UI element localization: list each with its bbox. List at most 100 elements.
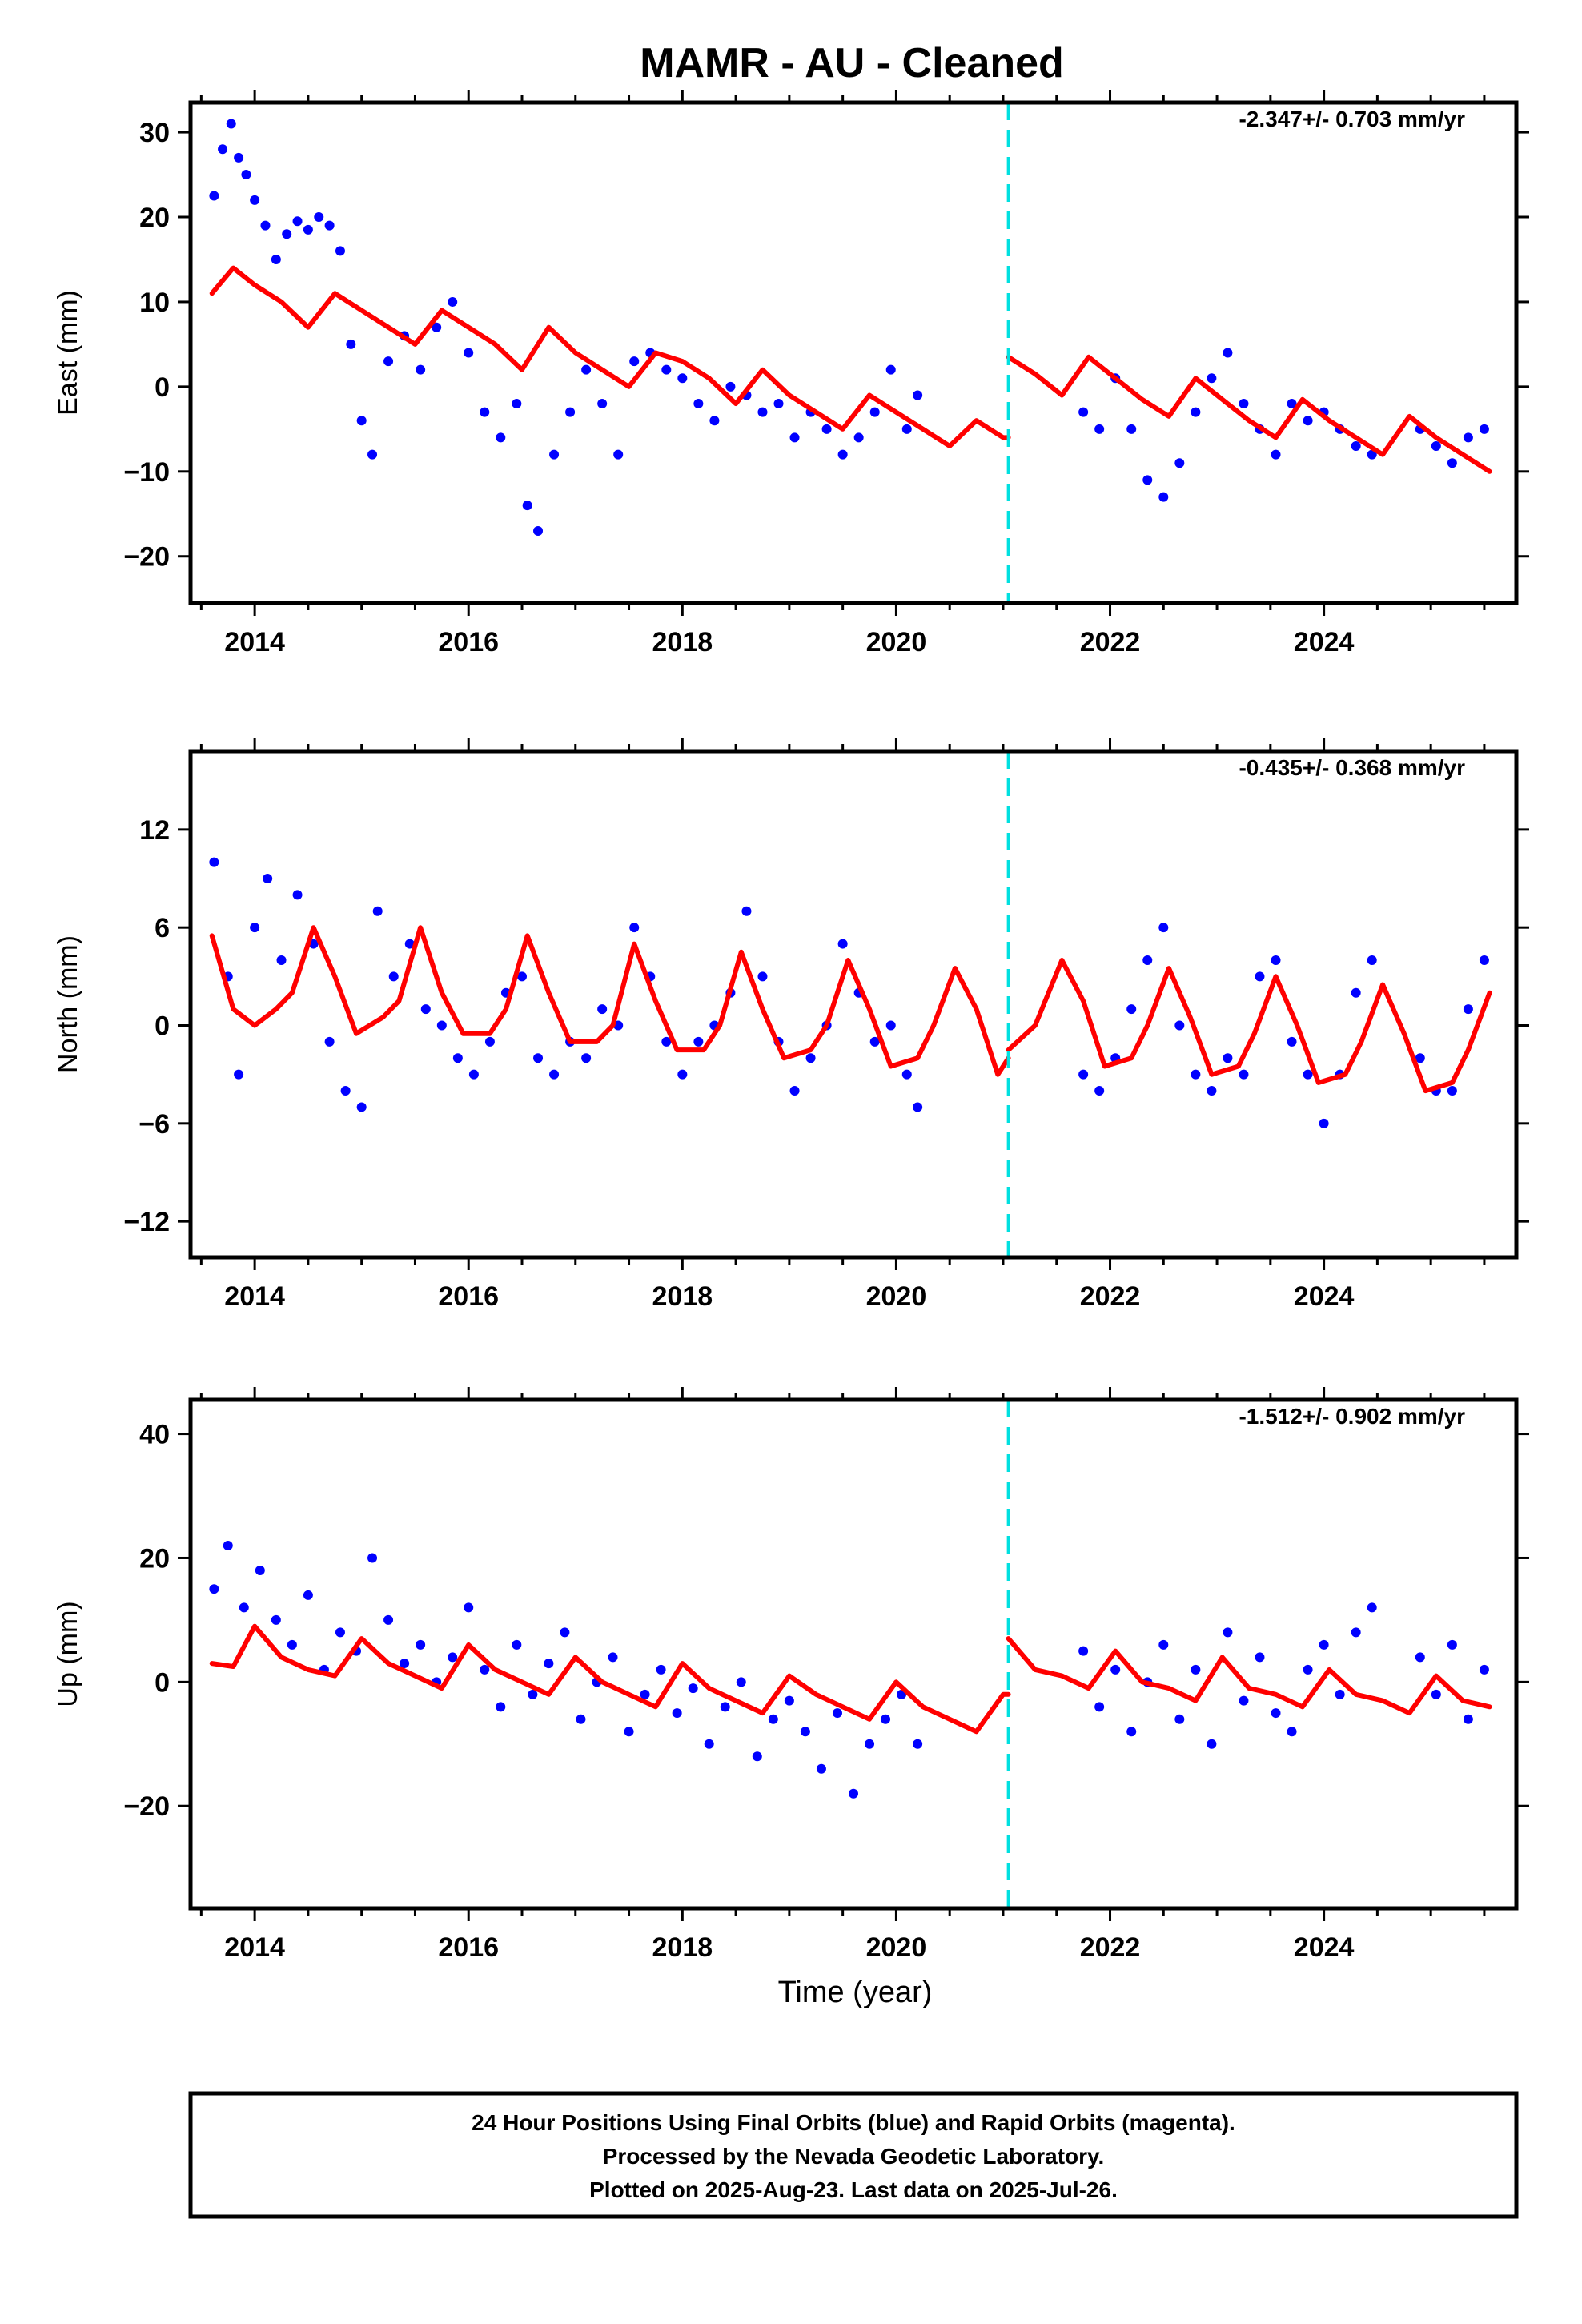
data-point <box>287 1639 297 1650</box>
data-point <box>324 1036 335 1047</box>
data-point <box>1094 1702 1105 1712</box>
data-point <box>356 416 367 426</box>
data-point <box>1271 955 1281 965</box>
data-point <box>276 955 287 965</box>
data-point <box>757 407 768 417</box>
model-line <box>1006 1636 1492 1716</box>
data-point <box>1191 1069 1201 1080</box>
data-point <box>292 890 303 900</box>
data-point <box>1351 441 1361 452</box>
data-point <box>672 1708 682 1719</box>
y-tick-label: 20 <box>139 1543 170 1574</box>
data-point <box>528 1689 538 1699</box>
data-point <box>1207 1739 1217 1749</box>
data-point <box>1223 1627 1233 1638</box>
data-point <box>1207 373 1217 384</box>
data-point <box>303 224 313 235</box>
x-tick-label: 2024 <box>1294 1932 1355 1963</box>
data-point <box>1463 1714 1473 1724</box>
data-point <box>480 1664 490 1675</box>
data-point <box>1351 1627 1361 1638</box>
velocity-rate-label: -1.512+/- 0.902 mm/yr <box>1239 1404 1465 1429</box>
data-point <box>1415 1053 1425 1063</box>
data-point <box>1158 492 1169 502</box>
footer-line-3: Plotted on 2025-Aug-23. Last data on 202… <box>589 2177 1118 2202</box>
data-point <box>853 432 864 443</box>
y-tick-label: 40 <box>139 1420 170 1450</box>
x-tick-label: 2018 <box>652 1281 713 1312</box>
data-point <box>250 195 260 205</box>
data-point <box>400 1659 410 1669</box>
data-point <box>1239 399 1249 409</box>
plot-area <box>209 119 1492 536</box>
data-point <box>420 1004 431 1015</box>
y-tick-label: −20 <box>123 542 170 573</box>
data-point <box>901 424 912 434</box>
x-tick-label: 2014 <box>224 1932 285 1963</box>
y-tick-label: 30 <box>139 118 170 148</box>
data-point <box>837 449 848 460</box>
footer-box: 24 Hour Positions Using Final Orbits (bl… <box>188 2091 1519 2219</box>
data-point <box>869 1036 880 1047</box>
data-point <box>768 1714 778 1724</box>
data-point <box>1367 955 1377 965</box>
data-point <box>913 1102 923 1112</box>
data-point <box>736 1677 746 1687</box>
y-tick-label: −6 <box>139 1109 170 1140</box>
data-point <box>448 1652 458 1663</box>
data-point <box>885 364 896 375</box>
data-point <box>522 501 532 511</box>
data-point <box>533 1053 544 1063</box>
data-point <box>816 1763 826 1774</box>
east-panel: 2014 2016 2018 2020 2022 2024 −20 −10 0 10 20 30 Eas… <box>53 90 1529 657</box>
data-point <box>388 971 399 982</box>
data-point <box>1319 1639 1329 1650</box>
x-tick-label: 2016 <box>438 627 499 657</box>
plot-frame <box>188 1397 1519 1911</box>
data-point <box>709 416 720 426</box>
model-line <box>1006 958 1492 1094</box>
data-point <box>613 449 624 460</box>
data-point <box>704 1739 714 1749</box>
data-point <box>1479 955 1489 965</box>
data-point <box>271 1614 281 1625</box>
data-point <box>1191 1664 1201 1675</box>
data-point <box>241 170 251 180</box>
data-point <box>250 923 260 933</box>
data-point <box>805 1053 816 1063</box>
data-point <box>468 1069 479 1080</box>
plot-area <box>209 1540 1492 1799</box>
plot-frame <box>188 749 1519 1260</box>
data-point <box>496 432 506 443</box>
data-point <box>581 364 592 375</box>
data-point <box>416 364 426 375</box>
data-point <box>1431 441 1441 452</box>
data-point <box>1447 1639 1457 1650</box>
up-panel: 2014 2016 2018 2020 2022 2024 −20 0 20 40 Up (mm) -… <box>53 1387 1529 1963</box>
data-point <box>1479 1664 1489 1675</box>
data-point <box>1078 1069 1089 1080</box>
data-point <box>367 1553 378 1563</box>
data-point <box>1239 1695 1249 1706</box>
data-point <box>1431 1689 1441 1699</box>
data-point <box>218 144 228 155</box>
data-point <box>1174 1020 1185 1031</box>
footer-line-2: Processed by the Nevada Geodetic Laborat… <box>603 2144 1105 2169</box>
data-point <box>1191 407 1201 417</box>
data-point <box>549 449 560 460</box>
data-point <box>314 212 324 223</box>
data-point <box>1463 432 1473 443</box>
y-tick-label: 0 <box>155 1667 170 1698</box>
data-point <box>544 1659 554 1669</box>
data-point <box>560 1627 570 1638</box>
data-point <box>581 1053 592 1063</box>
data-point <box>661 364 672 375</box>
data-point <box>576 1714 586 1724</box>
data-point <box>656 1664 666 1675</box>
data-point <box>282 229 292 239</box>
data-point <box>1447 458 1457 468</box>
data-point <box>693 399 704 409</box>
data-point <box>1287 399 1297 409</box>
data-point <box>693 1036 704 1047</box>
data-point <box>629 356 640 367</box>
